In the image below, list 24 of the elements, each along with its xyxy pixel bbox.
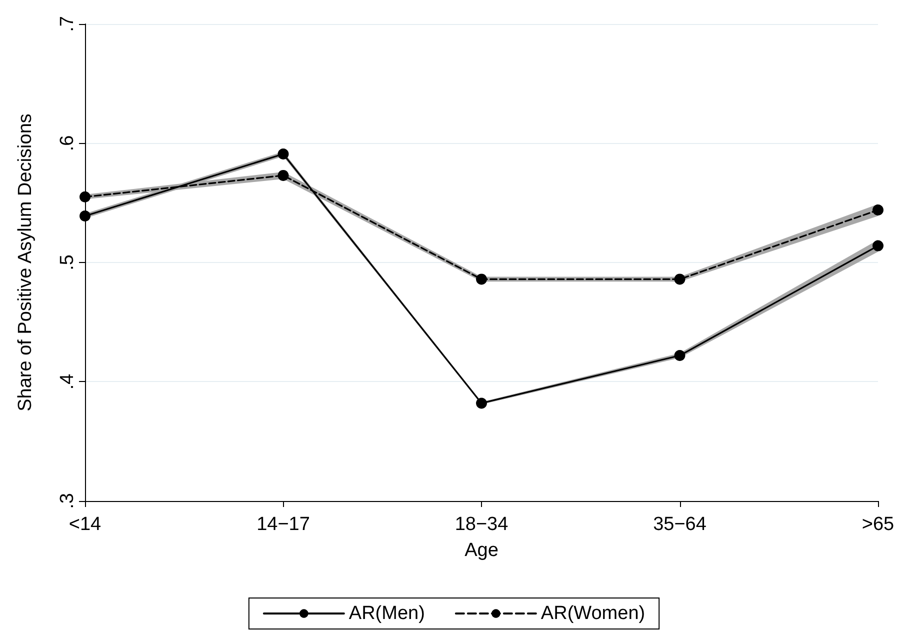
point xyxy=(674,350,686,362)
y-tick-label: .5 xyxy=(57,254,78,270)
point xyxy=(278,170,289,181)
point xyxy=(872,240,884,252)
point xyxy=(80,191,90,202)
point xyxy=(476,398,487,409)
x-axis-title: Age xyxy=(464,540,498,561)
x-tick-label: 18−34 xyxy=(454,514,509,535)
x-tick-label: <14 xyxy=(68,514,102,535)
point xyxy=(872,204,884,216)
legend-label: AR(Women) xyxy=(540,603,646,624)
x-tick-label: 14−17 xyxy=(256,514,310,535)
y-tick-label: .7 xyxy=(57,16,78,32)
y-axis-title: Share of Positive Asylum Decisions xyxy=(15,114,36,412)
point xyxy=(80,210,90,222)
point xyxy=(674,274,686,285)
y-tick-label: .3 xyxy=(57,493,78,509)
y-tick-label: .4 xyxy=(57,373,78,390)
point xyxy=(476,274,487,285)
x-tick-label: >65 xyxy=(862,514,894,535)
point xyxy=(278,148,289,160)
legend-label: AR(Men) xyxy=(348,603,425,624)
y-tick-label: .6 xyxy=(57,135,78,152)
x-tick-label: 35−64 xyxy=(653,514,707,535)
